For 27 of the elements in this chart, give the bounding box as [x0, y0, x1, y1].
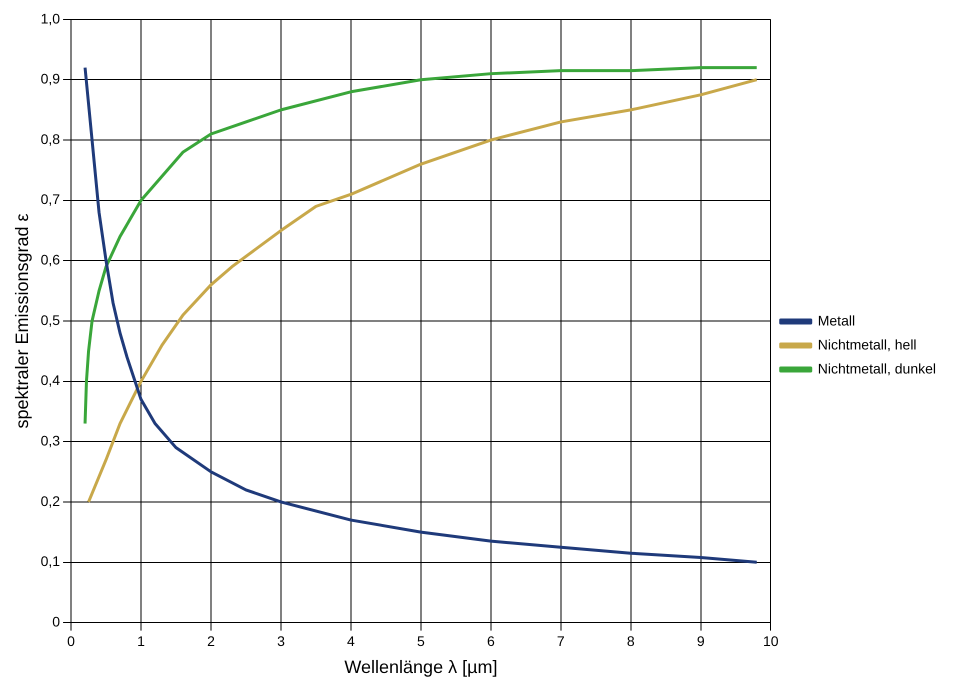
x-tick-label: 5 [416, 632, 425, 649]
x-tick-label: 9 [696, 632, 705, 649]
y-tick-label: 0,2 [40, 492, 60, 509]
legend-label: Metall [818, 312, 856, 328]
x-tick-label: 0 [67, 632, 76, 649]
y-tick-label: 1,0 [40, 10, 60, 26]
y-tick-label: 0,5 [40, 312, 60, 328]
x-tick-label: 3 [277, 632, 286, 649]
y-tick-label: 0,3 [40, 432, 60, 448]
x-tick-label: 10 [762, 632, 779, 649]
y-tick-label: 0,1 [40, 553, 60, 570]
y-tick-label: 0,4 [40, 372, 60, 388]
y-tick-label: 0,8 [40, 130, 60, 147]
y-tick-label: 0,9 [40, 70, 60, 87]
x-tick-label: 2 [207, 632, 216, 649]
legend-label: Nichtmetall, dunkel [818, 360, 936, 376]
x-tick-label: 4 [347, 632, 356, 649]
x-tick-label: 6 [486, 632, 495, 649]
x-tick-label: 8 [626, 632, 635, 649]
y-axis-title: spektraler Emissionsgrad ε [12, 213, 32, 429]
x-tick-label: 7 [556, 632, 565, 649]
y-tick-label: 0,7 [40, 191, 60, 208]
y-tick-label: 0,6 [40, 252, 60, 268]
y-tick-label: 0 [52, 613, 60, 630]
legend-label: Nichtmetall, hell [818, 336, 917, 352]
x-axis-title: Wellenlänge λ [µm] [344, 657, 498, 678]
x-tick-label: 1 [137, 632, 146, 649]
